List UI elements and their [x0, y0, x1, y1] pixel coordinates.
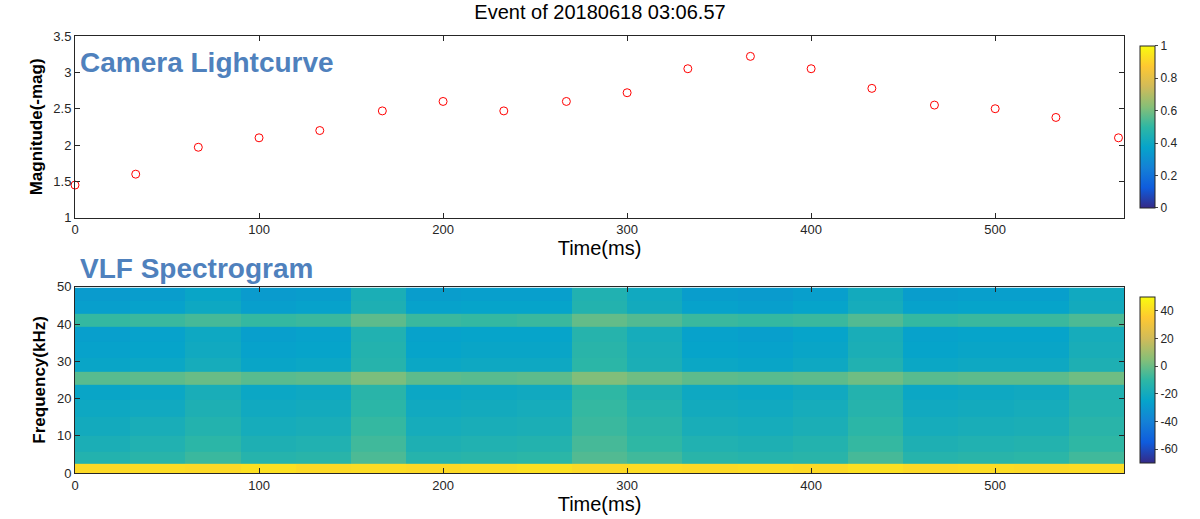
svg-text:500: 500	[984, 478, 1006, 493]
svg-text:0: 0	[1160, 359, 1167, 373]
svg-text:400: 400	[800, 478, 822, 493]
svg-text:3: 3	[64, 65, 71, 80]
svg-text:500: 500	[984, 222, 1006, 237]
svg-text:50: 50	[57, 279, 71, 294]
svg-text:200: 200	[432, 478, 454, 493]
svg-text:400: 400	[800, 222, 822, 237]
svg-text:3.5: 3.5	[53, 29, 71, 44]
svg-text:1: 1	[64, 210, 71, 225]
svg-text:30: 30	[57, 354, 71, 369]
svg-text:Frequency(kHz): Frequency(kHz)	[30, 316, 49, 444]
svg-text:VLF Spectrogram: VLF Spectrogram	[80, 253, 313, 284]
svg-text:20: 20	[57, 391, 71, 406]
svg-text:2: 2	[64, 138, 71, 153]
svg-text:0: 0	[71, 478, 78, 493]
svg-text:Time(ms): Time(ms)	[558, 493, 642, 515]
svg-text:0.8: 0.8	[1160, 71, 1177, 85]
svg-text:300: 300	[616, 222, 638, 237]
svg-text:0: 0	[1160, 201, 1167, 215]
svg-text:1: 1	[1160, 39, 1167, 53]
svg-text:-40: -40	[1160, 415, 1178, 429]
svg-text:0.2: 0.2	[1160, 169, 1177, 183]
svg-text:Time(ms): Time(ms)	[558, 237, 642, 259]
svg-text:1.5: 1.5	[53, 174, 71, 189]
svg-text:Event of 20180618 03:06.57: Event of 20180618 03:06.57	[474, 1, 725, 23]
svg-text:0: 0	[71, 222, 78, 237]
svg-text:Magnitude(-mag): Magnitude(-mag)	[27, 58, 46, 195]
svg-text:100: 100	[248, 222, 270, 237]
svg-text:0.4: 0.4	[1160, 136, 1177, 150]
svg-text:40: 40	[57, 317, 71, 332]
svg-text:20: 20	[1160, 332, 1174, 346]
svg-text:200: 200	[432, 222, 454, 237]
svg-text:-60: -60	[1160, 442, 1178, 456]
svg-text:10: 10	[57, 428, 71, 443]
svg-text:-20: -20	[1160, 387, 1178, 401]
svg-text:100: 100	[248, 478, 270, 493]
svg-text:Camera Lightcurve: Camera Lightcurve	[80, 47, 334, 78]
svg-text:40: 40	[1160, 304, 1174, 318]
svg-text:0.6: 0.6	[1160, 104, 1177, 118]
svg-text:2.5: 2.5	[53, 101, 71, 116]
svg-text:300: 300	[616, 478, 638, 493]
svg-text:0: 0	[64, 466, 71, 481]
